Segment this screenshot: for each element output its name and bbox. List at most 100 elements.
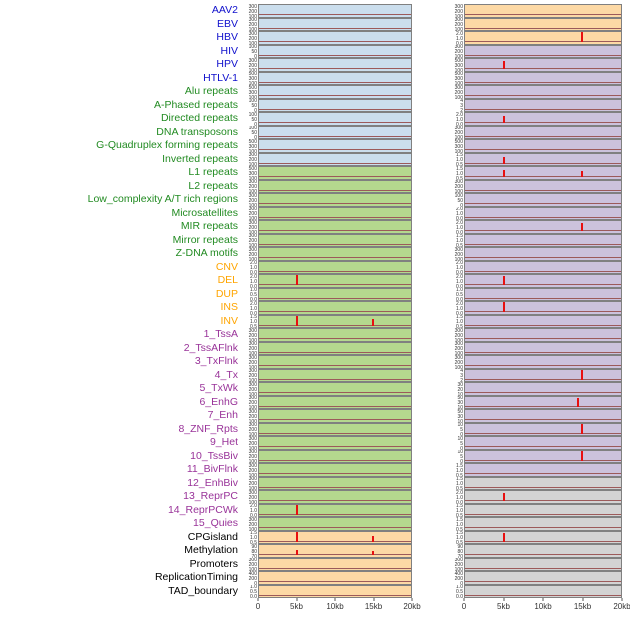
- track-strip-left: [258, 328, 412, 342]
- track-strip-left: [258, 314, 412, 328]
- track-strip-left: [258, 355, 412, 369]
- y-tick-label: 300: [248, 233, 257, 239]
- x-tick-mark: [582, 598, 583, 601]
- track-row: Z-DNA motifs 300 200 100 300 200 100: [0, 247, 630, 261]
- y-tick-label: 1.0: [456, 535, 463, 541]
- y-axis-ticks: 300 200 100: [244, 355, 258, 369]
- signal-baseline: [465, 513, 621, 515]
- signal-baseline: [465, 594, 621, 596]
- signal-baseline: [465, 405, 621, 407]
- y-axis-ticks: 300 200 100: [450, 558, 464, 572]
- y-tick-label: 50: [457, 395, 463, 401]
- track-label: EBV: [216, 17, 238, 30]
- y-tick-label: 1.0: [456, 211, 463, 217]
- y-tick-label: 1.0: [456, 238, 463, 244]
- signal-baseline: [259, 513, 411, 515]
- track-label: INV: [220, 314, 238, 327]
- signal-baseline: [465, 149, 621, 150]
- track-panel-left: 2.0 1.0 0.0: [244, 260, 412, 275]
- signal-baseline: [259, 41, 411, 42]
- signal-peak: [503, 60, 505, 69]
- y-axis-ticks: 100 50 0: [450, 193, 464, 207]
- y-tick-label: 0.0: [250, 513, 257, 518]
- track-strip-left: [258, 274, 412, 288]
- y-tick-label: 100: [248, 445, 257, 450]
- signal-baseline: [259, 594, 411, 596]
- y-tick-label: 300: [454, 179, 463, 185]
- y-tick-label: 1.0: [456, 467, 463, 474]
- y-tick-label: 300: [454, 143, 463, 150]
- y-tick-label: 2.0: [456, 112, 463, 118]
- signal-baseline: [259, 581, 411, 582]
- track-strip-right: [464, 166, 622, 180]
- y-axis-ticks: 10 5 0: [450, 436, 464, 450]
- y-tick-label: 0: [460, 580, 463, 585]
- tracks: AAV2 300 200 100 300 200 100 EBV 300 200 100 300 200…: [0, 4, 630, 614]
- x-tick-mark: [257, 598, 259, 601]
- signal-baseline: [465, 176, 621, 177]
- track-row: Microsatellites 300 200 100 2.0 1.0 0.0: [0, 206, 630, 220]
- y-tick-label: 0: [460, 432, 463, 437]
- track-label: Mirror repeats: [172, 233, 238, 246]
- y-tick-label: 200: [248, 62, 257, 69]
- signal-peak: [296, 505, 298, 515]
- y-axis-ticks: 300 200 100: [244, 4, 258, 18]
- track-label: HIV: [220, 44, 238, 57]
- y-tick-label: 0.0: [456, 40, 463, 45]
- track-row: Promoters 300 200 100 300 200 100: [0, 557, 630, 572]
- signal-baseline: [465, 392, 621, 393]
- track-strip-left: [258, 287, 412, 301]
- track-label: 4_Tx: [214, 368, 238, 381]
- y-tick-label: 100: [248, 175, 257, 180]
- y-tick-label: 200: [248, 224, 257, 231]
- y-tick-label: 80: [251, 548, 257, 555]
- track-strip-right: [464, 544, 622, 558]
- y-tick-label: 0.0: [250, 310, 257, 315]
- track-panel-right: 400 200 0: [450, 571, 622, 585]
- track-strip-left: [258, 193, 412, 207]
- track-panel-right: 500 300 100: [450, 71, 622, 85]
- x-tick-mark: [503, 598, 504, 601]
- track-panel-left: 1.5 1.0 0.5: [244, 314, 412, 328]
- signal-baseline: [465, 162, 621, 164]
- y-tick-label: 200: [248, 238, 257, 244]
- y-tick-label: 1.0: [456, 319, 463, 325]
- signal-peak: [581, 451, 583, 461]
- y-axis-ticks: 2.0 1.0 0.0: [450, 301, 464, 315]
- y-tick-label: 100: [248, 125, 257, 131]
- y-tick-label: 200: [248, 35, 257, 42]
- track-panel-right: 2.0 1.0 0.0: [450, 260, 622, 274]
- track-strip-right: [464, 382, 622, 396]
- signal-baseline: [465, 203, 621, 204]
- y-tick-label: 200: [454, 89, 463, 96]
- x-axis-panel-left: 0 5kb 10kb 15kb 20kb: [244, 598, 421, 614]
- y-tick-label: 0.5: [456, 526, 463, 531]
- signal-peak: [296, 550, 298, 555]
- track-strip-left: [258, 98, 412, 112]
- y-tick-label: 2.0: [456, 490, 463, 496]
- y-tick-label: 2.0: [456, 220, 463, 226]
- y-tick-label: 0.0: [250, 270, 257, 275]
- y-axis-ticks: 300 200 100: [450, 247, 464, 261]
- signal-baseline: [259, 486, 411, 488]
- y-tick-label: 100: [454, 189, 463, 194]
- track-label: L1 repeats: [188, 166, 238, 178]
- y-tick-label: 100: [454, 94, 463, 99]
- signal-baseline: [259, 405, 411, 407]
- y-tick-label: 300: [454, 62, 463, 69]
- signal-baseline: [259, 378, 411, 380]
- track-strip-right: [464, 355, 622, 369]
- y-tick-label: 100: [454, 351, 463, 356]
- y-axis-ticks: 300 200 100: [244, 342, 258, 356]
- track-row: EBV 300 200 100 300 200 100: [0, 17, 630, 31]
- track-strip-right: [464, 247, 622, 261]
- signal-baseline: [259, 554, 411, 555]
- signal-peak: [577, 397, 580, 407]
- signal-baseline: [465, 27, 621, 29]
- y-tick-label: 200: [248, 413, 257, 420]
- x-tick-mark: [463, 598, 465, 601]
- y-axis-ticks: 300 200 100: [244, 58, 258, 72]
- track-strip-right: [464, 287, 622, 301]
- track-panel-right: 2.0 1.0 0.0: [450, 112, 622, 126]
